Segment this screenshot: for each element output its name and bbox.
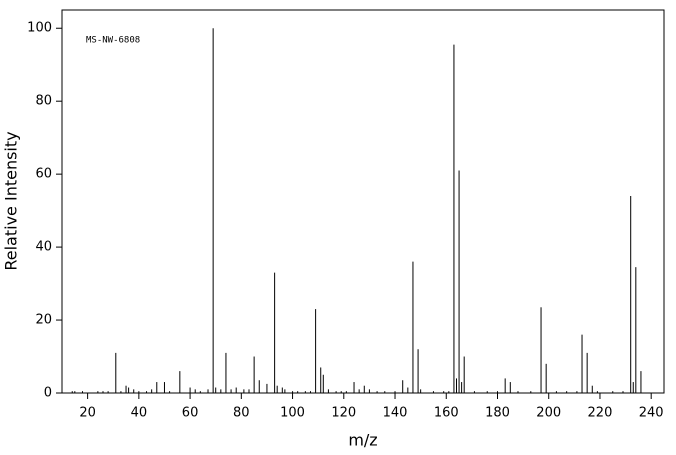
- x-tick-label: 80: [233, 406, 250, 421]
- annotation: MS-NW-6808: [86, 36, 140, 46]
- plot-frame: [61, 9, 665, 394]
- y-tick-label: 60: [35, 167, 52, 182]
- x-tick-label: 100: [280, 406, 305, 421]
- x-tick-label: 220: [588, 406, 613, 421]
- x-tick-label: 180: [485, 406, 510, 421]
- x-tick-label: 160: [434, 406, 459, 421]
- y-tick-label: 100: [27, 21, 52, 36]
- x-tick-label: 20: [79, 406, 96, 421]
- x-axis-label: m/z: [348, 431, 377, 450]
- x-tick-label: 200: [536, 406, 561, 421]
- y-tick-label: 20: [35, 313, 52, 328]
- y-tick-label: 80: [35, 94, 52, 109]
- x-tick-label: 140: [383, 406, 408, 421]
- y-tick-label: 0: [44, 386, 52, 401]
- y-tick-label: 40: [35, 240, 52, 255]
- x-tick-label: 240: [639, 406, 664, 421]
- x-tick-label: 40: [131, 406, 148, 421]
- x-tick-label: 60: [182, 406, 199, 421]
- y-axis-label: Relative Intensity: [2, 131, 21, 270]
- x-tick-label: 120: [331, 406, 356, 421]
